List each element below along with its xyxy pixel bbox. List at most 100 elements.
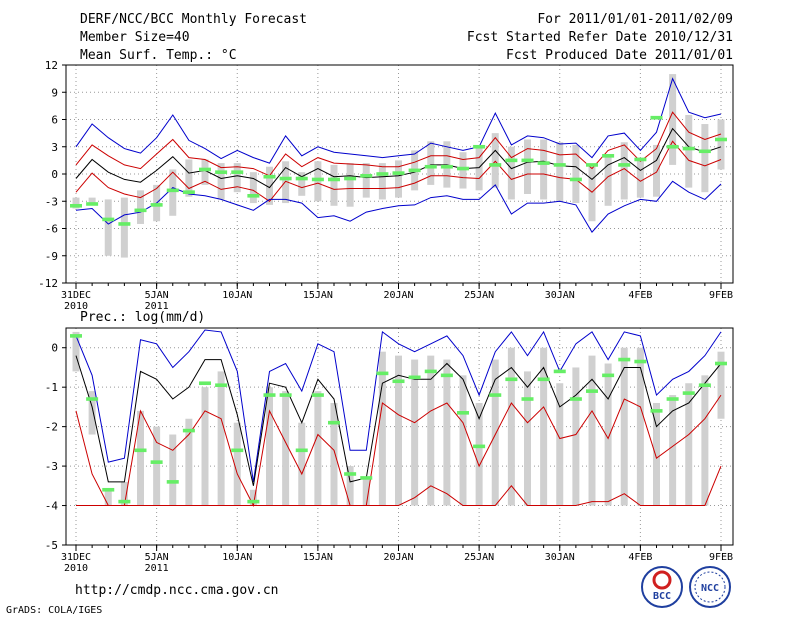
ensemble-marker (408, 375, 421, 380)
ensemble-marker (553, 163, 566, 167)
range-bar (104, 489, 112, 506)
ensemble-marker (247, 499, 260, 504)
range-bar (298, 172, 306, 196)
range-bar (233, 163, 241, 193)
x-tick-label: 9FEB (709, 552, 733, 563)
range-bar (88, 197, 96, 205)
range-bar (669, 395, 677, 506)
ensemble-marker (118, 222, 131, 226)
ensemble-marker (473, 444, 486, 449)
series-line-lower (75, 140, 722, 202)
ncc-logo-text: NCC (701, 583, 719, 594)
y-tick-label: 0 (51, 168, 58, 181)
range-bar (378, 163, 386, 200)
y-tick-label: -9 (45, 250, 58, 263)
x-tick-sublabel: 2010 (64, 563, 88, 574)
header-produced-date: Fcst Produced Date 2011/01/01 (506, 48, 733, 63)
ensemble-marker (150, 460, 163, 464)
range-bar (153, 426, 161, 506)
header-variable: Mean Surf. Temp.: °C (80, 48, 237, 63)
ensemble-marker (505, 158, 518, 163)
range-bar (604, 363, 612, 506)
ensemble-marker (376, 172, 389, 176)
ensemble-marker (182, 428, 195, 433)
range-bar (653, 402, 660, 506)
ensemble-marker (650, 115, 663, 120)
ensemble-marker (86, 397, 99, 401)
ensemble-marker (602, 154, 615, 158)
range-bar (137, 410, 144, 506)
range-bar (491, 359, 499, 506)
range-bar (88, 391, 96, 435)
ensemble-marker (698, 149, 711, 154)
range-bar (620, 142, 628, 200)
range-bar (104, 199, 112, 256)
ensemble-marker (473, 144, 486, 149)
ensemble-marker (328, 177, 340, 182)
range-bar (395, 355, 402, 506)
y-tick-label: -3 (45, 195, 58, 208)
x-tick-label: 25JAN (464, 290, 494, 301)
range-bar (395, 160, 402, 198)
x-tick-sublabel: 2011 (145, 563, 169, 574)
range-bar (72, 331, 80, 372)
ensemble-marker (698, 383, 711, 388)
range-bar (346, 163, 354, 207)
range-bar (556, 142, 564, 202)
x-tick-label: 5JAN (145, 290, 169, 301)
footer-grads: GrADS: COLA/IGES (6, 605, 102, 616)
range-bar (524, 139, 531, 194)
ensemble-marker (521, 158, 534, 163)
ensemble-marker (424, 369, 437, 374)
range-bar (459, 375, 467, 506)
series-line-max (75, 77, 722, 164)
range-bar (427, 141, 435, 185)
series-line-min (76, 465, 722, 506)
x-tick-label: 30JAN (545, 552, 575, 563)
range-bar (185, 159, 193, 197)
range-bar (169, 434, 177, 506)
header-member-size: Member Size=40 (80, 30, 190, 45)
range-bar (491, 133, 499, 188)
series-line-upper (75, 111, 722, 177)
ensemble-marker (166, 188, 179, 193)
ensemble-marker (666, 397, 679, 401)
x-tick-label: 31DEC (61, 552, 91, 563)
ensemble-marker (199, 381, 211, 386)
range-bar (636, 347, 644, 506)
ensemble-marker (634, 359, 647, 364)
range-bar (701, 375, 709, 506)
footer-url: http://cmdp.ncc.cma.gov.cn (75, 583, 279, 598)
ensemble-marker (134, 208, 147, 213)
ensemble-marker (489, 393, 502, 397)
ensemble-marker (263, 174, 276, 179)
ensemble-marker (344, 176, 357, 181)
range-bar (201, 387, 209, 506)
x-tick-label: 30JAN (545, 290, 575, 301)
ensemble-marker (666, 144, 679, 149)
range-bar (233, 422, 241, 506)
range-bar (572, 144, 580, 204)
ensemble-marker (634, 157, 647, 162)
ensemble-marker (650, 409, 663, 413)
ensemble-marker (231, 170, 244, 174)
ensemble-marker (440, 164, 453, 169)
ensemble-marker (118, 499, 131, 504)
y-tick-label: 6 (51, 114, 58, 127)
range-bar (636, 157, 644, 198)
range-bar (669, 74, 677, 165)
x-tick-label: 15JAN (303, 290, 333, 301)
ensemble-marker (457, 166, 469, 171)
ensemble-marker (263, 393, 276, 397)
ensemble-marker (279, 393, 292, 397)
range-bar (524, 371, 531, 506)
range-bar (443, 359, 451, 506)
range-bar (120, 197, 128, 258)
ensemble-marker (328, 420, 340, 425)
range-bar (540, 347, 548, 506)
ensemble-marker (102, 217, 115, 222)
ensemble-marker (360, 174, 373, 178)
